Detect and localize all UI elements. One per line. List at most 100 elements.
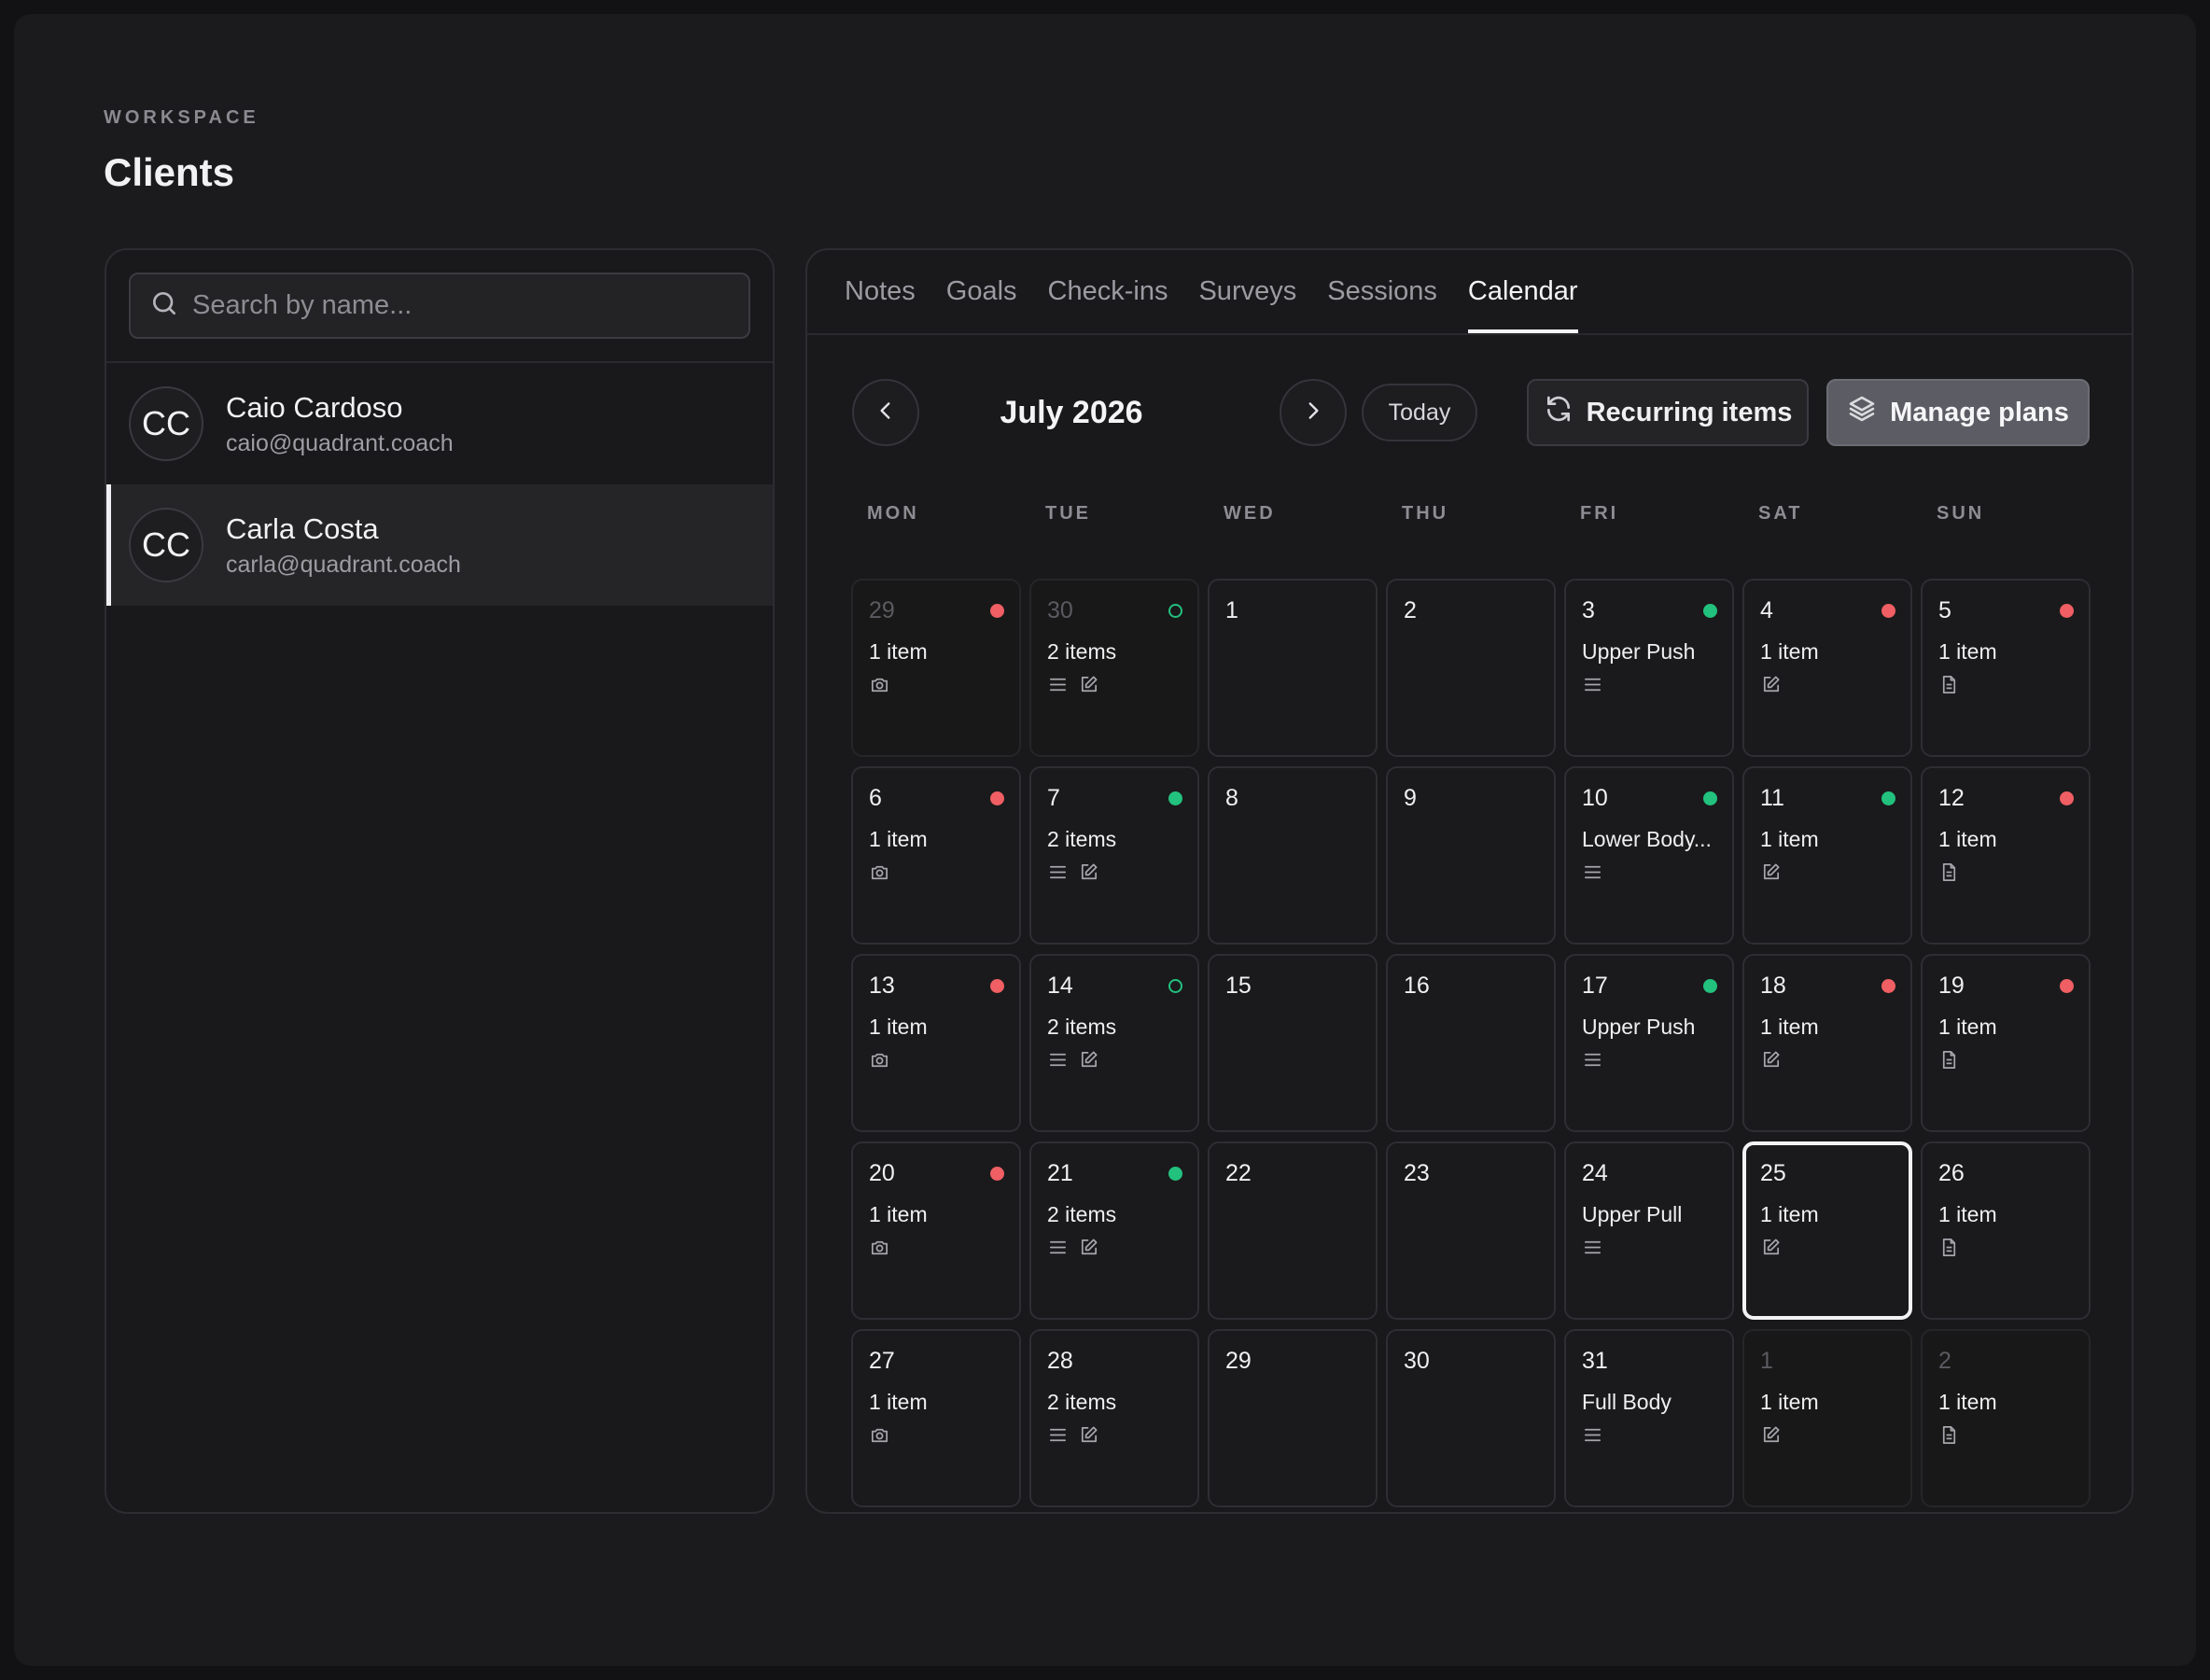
search-input[interactable]: [192, 290, 715, 321]
day-cell[interactable]: 20 1 item: [851, 1141, 1021, 1320]
day-cell[interactable]: 6 1 item: [851, 766, 1021, 945]
tab-check-ins[interactable]: Check-ins: [1047, 276, 1168, 306]
day-cell[interactable]: 12 1 item: [1921, 766, 2091, 945]
day-cell[interactable]: 24 Upper Pull: [1564, 1141, 1734, 1320]
day-cell[interactable]: 17 Upper Push: [1564, 954, 1734, 1132]
weekday-label: THU: [1402, 503, 1449, 524]
document-icon: [1938, 1049, 1960, 1071]
status-dot-missed: [2060, 604, 2074, 618]
day-summary: 2 items: [1047, 1015, 1117, 1039]
day-cell[interactable]: 4 1 item: [1742, 579, 1912, 757]
refresh-icon: [1544, 394, 1587, 431]
weekday-label: FRI: [1580, 503, 1619, 524]
weekday-label: SUN: [1937, 503, 1985, 524]
day-number: 11: [1760, 785, 1784, 811]
day-cell[interactable]: 23: [1386, 1141, 1556, 1320]
status-dot-done: [1703, 979, 1717, 993]
day-summary: 1 item: [1938, 1202, 1997, 1226]
day-cell[interactable]: 18 1 item: [1742, 954, 1912, 1132]
day-number: 4: [1760, 597, 1773, 623]
day-number: 29: [869, 597, 895, 623]
day-cell[interactable]: 26 1 item: [1921, 1141, 2091, 1320]
day-cell[interactable]: 8: [1208, 766, 1378, 945]
next-month-button[interactable]: [1280, 379, 1347, 446]
day-cell[interactable]: 22: [1208, 1141, 1378, 1320]
status-dot-missed: [990, 1167, 1004, 1181]
avatar: CC: [129, 508, 203, 582]
document-icon: [1938, 674, 1960, 696]
status-dot-missed: [1881, 604, 1895, 618]
divider: [807, 333, 2132, 335]
day-cell[interactable]: 9: [1386, 766, 1556, 945]
day-cell[interactable]: 19 1 item: [1921, 954, 2091, 1132]
day-number: 3: [1582, 597, 1595, 623]
day-cell[interactable]: 27 1 item: [851, 1329, 1021, 1507]
client-row[interactable]: CC Caio Cardoso caio@quadrant.coach: [106, 363, 773, 484]
day-cell[interactable]: 31 Full Body: [1564, 1329, 1734, 1507]
day-cell[interactable]: 13 1 item: [851, 954, 1021, 1132]
day-number: 23: [1404, 1160, 1430, 1186]
manage-plans-label: Manage plans: [1890, 397, 2069, 427]
day-cell[interactable]: 30: [1386, 1329, 1556, 1507]
day-number: 29: [1225, 1348, 1252, 1374]
weekday-label: SAT: [1758, 503, 1803, 524]
day-cell[interactable]: 3 Upper Push: [1564, 579, 1734, 757]
tab-calendar[interactable]: Calendar: [1467, 250, 1578, 333]
day-number: 25: [1760, 1160, 1786, 1186]
day-cell[interactable]: 29 1 item: [851, 579, 1021, 757]
detail-panel: Notes Goals Check-ins Surveys Sessions C…: [805, 248, 2133, 1514]
day-number: 26: [1938, 1160, 1965, 1186]
manage-plans-button[interactable]: Manage plans: [1826, 379, 2090, 446]
day-summary: Full Body: [1582, 1390, 1671, 1414]
day-cell[interactable]: 1: [1208, 579, 1378, 757]
tab-sessions[interactable]: Sessions: [1327, 276, 1437, 306]
day-cell[interactable]: 21 2 items: [1029, 1141, 1199, 1320]
list-icon: [1047, 1424, 1069, 1447]
day-cell-today[interactable]: 25 1 item: [1742, 1141, 1912, 1320]
day-number: 28: [1047, 1348, 1073, 1374]
tab-goals[interactable]: Goals: [945, 276, 1017, 306]
day-number: 20: [869, 1160, 895, 1186]
day-cell[interactable]: 1 1 item: [1742, 1329, 1912, 1507]
day-cell[interactable]: 14 2 items: [1029, 954, 1199, 1132]
day-cell[interactable]: 11 1 item: [1742, 766, 1912, 945]
tab-surveys[interactable]: Surveys: [1198, 276, 1297, 306]
day-summary: 1 item: [1760, 639, 1819, 664]
day-summary: 1 item: [1938, 1015, 1997, 1039]
edit-icon: [1078, 1237, 1099, 1259]
day-cell[interactable]: 15: [1208, 954, 1378, 1132]
day-summary: Upper Push: [1582, 639, 1696, 664]
day-cell[interactable]: 10 Lower Body...: [1564, 766, 1734, 945]
day-number: 21: [1047, 1160, 1073, 1186]
recurring-items-label: Recurring items: [1586, 397, 1793, 427]
prev-month-button[interactable]: [852, 379, 919, 446]
search-box[interactable]: [129, 273, 750, 339]
document-icon: [1938, 861, 1960, 884]
page-title: Clients: [104, 150, 235, 194]
day-summary: 1 item: [869, 827, 928, 851]
day-cell[interactable]: 2 1 item: [1921, 1329, 2091, 1507]
edit-icon: [1760, 861, 1782, 884]
day-cell[interactable]: 30 2 items: [1029, 579, 1199, 757]
clients-panel: CC Caio Cardoso caio@quadrant.coach CC C…: [105, 248, 775, 1514]
day-number: 24: [1582, 1160, 1608, 1186]
day-cell[interactable]: 28 2 items: [1029, 1329, 1199, 1507]
tab-notes[interactable]: Notes: [845, 276, 916, 306]
list-icon: [1582, 674, 1603, 696]
document-icon: [1938, 1237, 1960, 1259]
status-dot-missed: [1881, 979, 1895, 993]
day-number: 6: [869, 785, 882, 811]
day-cell[interactable]: 2: [1386, 579, 1556, 757]
day-cell[interactable]: 7 2 items: [1029, 766, 1199, 945]
edit-icon: [1760, 1424, 1782, 1447]
day-cell[interactable]: 16: [1386, 954, 1556, 1132]
list-icon: [1582, 1424, 1603, 1447]
day-number: 1: [1225, 597, 1238, 623]
layers-icon: [1847, 394, 1890, 431]
day-summary: 1 item: [869, 639, 928, 664]
client-row-selected[interactable]: CC Carla Costa carla@quadrant.coach: [106, 484, 773, 606]
day-cell[interactable]: 5 1 item: [1921, 579, 2091, 757]
day-cell[interactable]: 29: [1208, 1329, 1378, 1507]
today-button[interactable]: Today: [1362, 384, 1477, 441]
recurring-items-button[interactable]: Recurring items: [1527, 379, 1809, 446]
